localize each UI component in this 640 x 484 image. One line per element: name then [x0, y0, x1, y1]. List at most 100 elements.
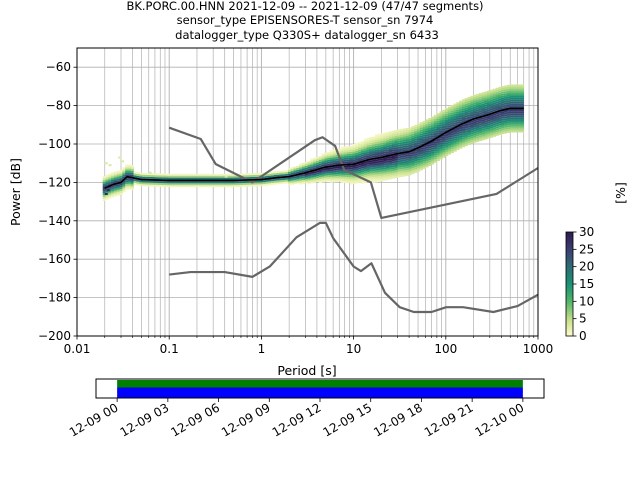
density-cell — [422, 163, 426, 165]
density-cell — [425, 157, 429, 160]
density-cell — [498, 131, 502, 133]
density-cell — [428, 154, 432, 157]
density-cell — [139, 174, 143, 177]
density-cell — [119, 169, 123, 172]
density-cell — [366, 141, 370, 144]
density-cell — [436, 115, 440, 117]
density-cell — [506, 94, 510, 97]
density-cell — [425, 129, 429, 131]
density-cell — [397, 162, 401, 164]
density-cell — [366, 157, 370, 159]
density-cell — [467, 102, 471, 105]
density-cell — [386, 158, 390, 161]
density-cell — [470, 134, 474, 137]
density-cell — [355, 146, 359, 149]
density-cell — [130, 169, 134, 171]
density-cell — [363, 180, 367, 183]
density-cell — [518, 113, 522, 116]
density-cell — [380, 164, 384, 166]
density-cell — [509, 124, 513, 127]
density-cell — [125, 178, 129, 181]
density-cell — [490, 110, 494, 113]
density-cell — [127, 164, 132, 167]
density-cell — [186, 173, 191, 176]
density-cell — [377, 158, 381, 161]
density-cell — [324, 160, 328, 163]
density-cell — [271, 175, 275, 178]
density-cell — [318, 159, 322, 162]
density-cell — [316, 174, 320, 177]
density-cell — [478, 135, 482, 138]
density-cell — [403, 168, 407, 171]
density-cell — [358, 148, 362, 150]
density-cell — [453, 113, 457, 116]
density-cell — [453, 122, 457, 125]
density-cell — [445, 133, 449, 135]
density-cell — [487, 111, 491, 114]
density-cell — [341, 156, 345, 159]
density-cell — [234, 181, 238, 184]
density-cell — [439, 153, 443, 156]
density-cell — [447, 141, 452, 144]
density-cell — [209, 185, 213, 188]
density-cell — [439, 124, 443, 127]
density-cell — [433, 141, 438, 144]
density-cell — [447, 114, 452, 117]
density-cell — [271, 183, 275, 185]
density-cell — [442, 148, 446, 151]
density-cell — [349, 146, 353, 149]
density-cell — [484, 108, 488, 111]
x-tick-label: 1 — [258, 342, 266, 356]
density-cell — [459, 142, 463, 145]
density-cell — [428, 144, 432, 147]
density-cell — [374, 170, 379, 173]
density-cell — [313, 159, 317, 162]
density-cell — [414, 157, 418, 160]
density-cell — [439, 122, 443, 125]
density-cell — [442, 136, 446, 139]
density-cell — [442, 119, 446, 122]
density-cell — [172, 175, 176, 178]
density-cell — [377, 151, 381, 154]
density-cell — [363, 154, 367, 156]
density-cell — [186, 181, 191, 184]
density-cell — [349, 180, 353, 183]
density-cell — [476, 126, 480, 129]
density-cell — [459, 119, 463, 122]
density-cell — [259, 180, 263, 183]
density-cell — [327, 175, 331, 178]
density-cell — [181, 173, 185, 176]
density-cell — [484, 120, 488, 123]
density-cell — [501, 126, 505, 129]
density-cell — [111, 174, 115, 177]
density-cell — [481, 111, 485, 114]
density-cell — [136, 181, 140, 184]
density-cell — [307, 172, 311, 175]
density-cell — [405, 156, 409, 159]
density-cell — [456, 140, 460, 143]
density-cell — [122, 186, 126, 189]
density-cell — [518, 109, 522, 112]
density-cell — [431, 126, 435, 129]
density-cell — [470, 116, 474, 119]
density-cell — [453, 115, 457, 118]
density-cell — [461, 101, 466, 104]
density-cell — [490, 128, 494, 131]
density-cell — [515, 103, 519, 106]
density-cell — [116, 189, 120, 192]
density-cell — [492, 96, 496, 99]
density-cell — [391, 170, 395, 173]
density-cell — [273, 171, 278, 174]
density-cell — [445, 129, 449, 132]
density-cell — [487, 98, 491, 101]
timeline-tick-label: 12-10 00 — [473, 400, 527, 439]
density-cell — [341, 146, 345, 149]
density-cell — [251, 182, 255, 185]
density-cell — [388, 165, 393, 168]
density-cell — [405, 149, 409, 152]
density-cell — [518, 126, 522, 129]
density-cell — [431, 149, 435, 152]
density-cell — [377, 139, 381, 142]
density-cell — [198, 173, 202, 176]
